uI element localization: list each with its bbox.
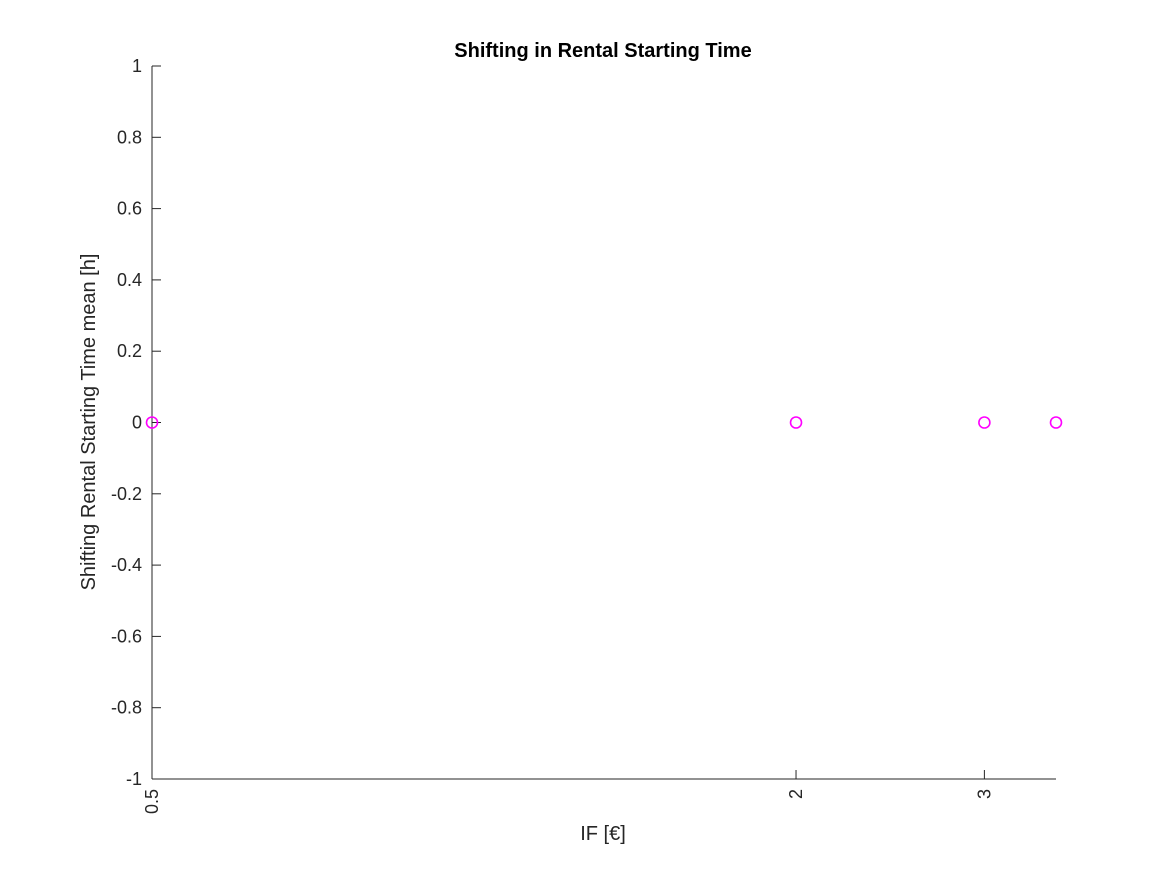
y-tick-label: -0.4 [111, 555, 142, 575]
x-tick-label: 2 [786, 789, 806, 799]
y-tick-label: 0.6 [117, 199, 142, 219]
y-tick-label: -0.6 [111, 626, 142, 646]
y-tick-label: 0.8 [117, 127, 142, 147]
chart-title: Shifting in Rental Starting Time [454, 40, 751, 62]
y-tick-label: 1 [132, 56, 142, 76]
y-tick-label: -0.8 [111, 698, 142, 718]
y-tick-label: 0.2 [117, 341, 142, 361]
data-point [145, 416, 159, 429]
y-axis-ticks: -1 -0.8 -0.6 -0.4 -0.2 0 0.2 0.4 0.6 0.8 1 [111, 56, 161, 789]
y-tick-label: -1 [126, 769, 142, 789]
x-axis-ticks: 0.5 2 3 [142, 770, 994, 814]
x-axis-label: IF [€] [580, 823, 626, 845]
y-tick-label: 0 [132, 413, 142, 433]
x-tick-label: 0.5 [142, 789, 162, 814]
data-point [789, 416, 803, 429]
data-point [1049, 416, 1063, 429]
x-tick-label: 3 [974, 789, 994, 799]
axes [151, 66, 1056, 780]
y-tick-label: -0.2 [111, 484, 142, 504]
data-points [145, 416, 1063, 429]
y-axis-label: Shifting Rental Starting Time mean [h] [78, 254, 100, 591]
y-tick-label: 0.4 [117, 270, 142, 290]
data-point [978, 416, 991, 429]
